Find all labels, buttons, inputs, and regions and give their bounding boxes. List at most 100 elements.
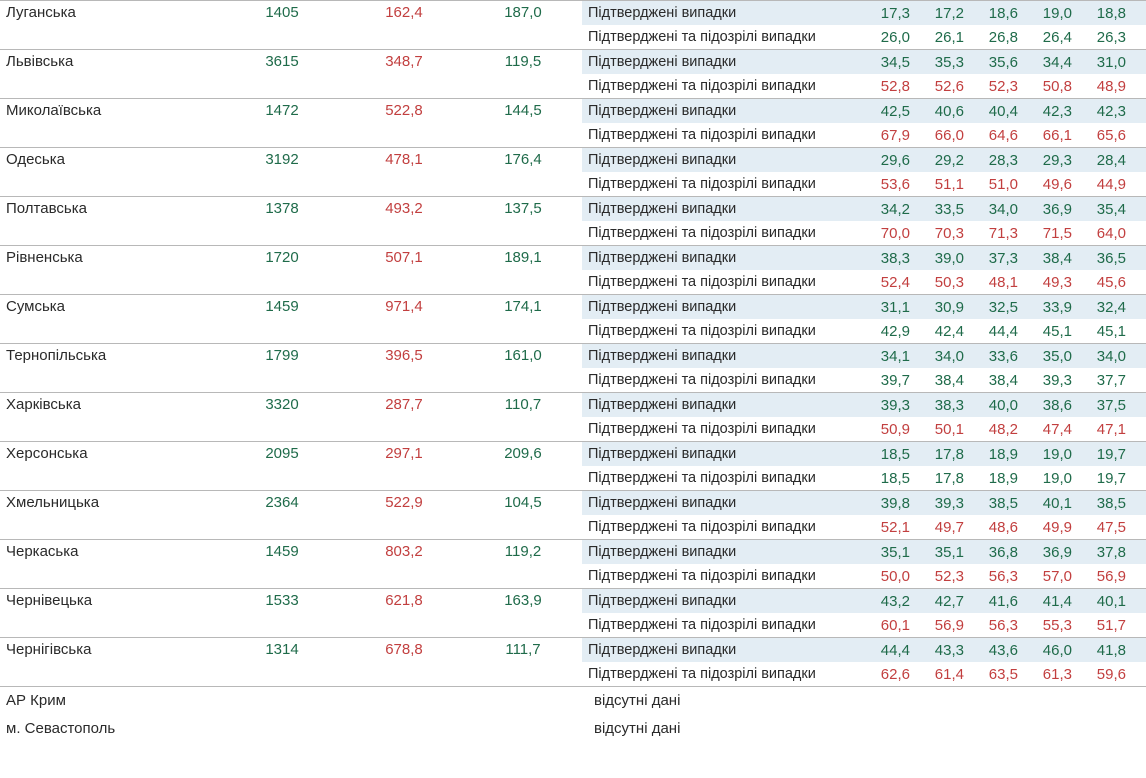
year-value: 17,8 xyxy=(916,446,970,463)
region-left: Тернопільська1799396,5161,0 xyxy=(0,344,582,392)
subrow-label: Підтверджені та підозрілі випадки xyxy=(582,568,862,584)
year-value: 34,5 xyxy=(862,54,916,71)
region-right: Підтверджені випадки42,540,640,442,342,3… xyxy=(582,99,1146,147)
year-value: 50,0 xyxy=(862,568,916,585)
subrow-label: Підтверджені та підозрілі випадки xyxy=(582,372,862,388)
year-value: 36,9 xyxy=(1024,201,1078,218)
subrow-confirmed: Підтверджені випадки44,443,343,646,041,8 xyxy=(582,638,1146,662)
year-value: 33,5 xyxy=(916,201,970,218)
subrow-confirmed: Підтверджені випадки34,233,534,036,935,4 xyxy=(582,197,1146,221)
year-value: 34,4 xyxy=(1024,54,1078,71)
region-row: Харківська3320287,7110,7Підтверджені вип… xyxy=(0,392,1146,441)
region-row: Полтавська1378493,2137,5Підтверджені вип… xyxy=(0,196,1146,245)
year-value: 52,3 xyxy=(970,78,1024,95)
year-value: 47,4 xyxy=(1024,421,1078,438)
year-value: 49,6 xyxy=(1024,176,1078,193)
year-value: 45,6 xyxy=(1078,274,1132,291)
subrow-confirmed-suspected: Підтверджені та підозрілі випадки26,026,… xyxy=(582,25,1146,49)
year-value: 71,5 xyxy=(1024,225,1078,242)
year-value: 17,2 xyxy=(916,5,970,22)
year-value: 29,2 xyxy=(916,152,970,169)
subrow-label: Підтверджені та підозрілі випадки xyxy=(582,421,862,437)
region-col2: 1314 xyxy=(222,641,342,686)
year-value: 48,9 xyxy=(1078,78,1132,95)
year-value: 18,5 xyxy=(862,470,916,487)
subrow-label: Підтверджені випадки xyxy=(582,103,862,119)
year-value: 41,4 xyxy=(1024,593,1078,610)
region-name: Тернопільська xyxy=(6,347,222,392)
year-value: 19,0 xyxy=(1024,446,1078,463)
year-value: 32,4 xyxy=(1078,299,1132,316)
year-value: 39,7 xyxy=(862,372,916,389)
subrow-label: Підтверджені та підозрілі випадки xyxy=(582,274,862,290)
subrow-confirmed: Підтверджені випадки31,130,932,533,932,4 xyxy=(582,295,1146,319)
region-col4: 119,5 xyxy=(466,53,580,98)
region-left: Луганська1405162,4187,0 xyxy=(0,1,582,49)
region-left: Хмельницька2364522,9104,5 xyxy=(0,491,582,539)
region-col4: 119,2 xyxy=(466,543,580,588)
year-value: 32,5 xyxy=(970,299,1024,316)
year-value: 40,0 xyxy=(970,397,1024,414)
year-value: 19,7 xyxy=(1078,446,1132,463)
region-name: Львівська xyxy=(6,53,222,98)
subrow-label: Підтверджені випадки xyxy=(582,593,862,609)
year-value: 38,5 xyxy=(970,495,1024,512)
subrow-confirmed-suspected: Підтверджені та підозрілі випадки53,651,… xyxy=(582,172,1146,196)
subrow-confirmed-suspected: Підтверджені та підозрілі випадки50,950,… xyxy=(582,417,1146,441)
subrow-confirmed-suspected: Підтверджені та підозрілі випадки39,738,… xyxy=(582,368,1146,392)
year-value: 26,4 xyxy=(1024,29,1078,46)
subrow-confirmed: Підтверджені випадки17,317,218,619,018,8 xyxy=(582,1,1146,25)
region-name: Харківська xyxy=(6,396,222,441)
region-row: Рівненська1720507,1189,1Підтверджені вип… xyxy=(0,245,1146,294)
subrow-label: Підтверджені випадки xyxy=(582,642,862,658)
year-value: 51,1 xyxy=(916,176,970,193)
subrow-label: Підтверджені випадки xyxy=(582,250,862,266)
year-value: 55,3 xyxy=(1024,617,1078,634)
year-value: 42,4 xyxy=(916,323,970,340)
year-value: 47,1 xyxy=(1078,421,1132,438)
region-col3: 297,1 xyxy=(342,445,466,490)
year-value: 64,0 xyxy=(1078,225,1132,242)
year-value: 34,2 xyxy=(862,201,916,218)
region-name: Хмельницька xyxy=(6,494,222,539)
year-value: 19,0 xyxy=(1024,5,1078,22)
subrow-confirmed: Підтверджені випадки38,339,037,338,436,5 xyxy=(582,246,1146,270)
region-col4: 111,7 xyxy=(466,641,580,686)
year-value: 52,8 xyxy=(862,78,916,95)
subrow-confirmed-suspected: Підтверджені та підозрілі випадки52,149,… xyxy=(582,515,1146,539)
year-value: 44,4 xyxy=(970,323,1024,340)
year-value: 60,1 xyxy=(862,617,916,634)
region-col3: 803,2 xyxy=(342,543,466,588)
year-value: 39,3 xyxy=(1024,372,1078,389)
year-value: 37,5 xyxy=(1078,397,1132,414)
region-left: Миколаївська1472522,8144,5 xyxy=(0,99,582,147)
region-right: Підтверджені випадки34,535,335,634,431,0… xyxy=(582,50,1146,98)
year-value: 56,3 xyxy=(970,568,1024,585)
year-value: 18,6 xyxy=(970,5,1024,22)
region-col3: 522,9 xyxy=(342,494,466,539)
subrow-label: Підтверджені випадки xyxy=(582,152,862,168)
year-value: 52,6 xyxy=(916,78,970,95)
subrow-label: Підтверджені випадки xyxy=(582,5,862,21)
region-col2: 2364 xyxy=(222,494,342,539)
subrow-confirmed-suspected: Підтверджені та підозрілі випадки67,966,… xyxy=(582,123,1146,147)
subrow-confirmed-suspected: Підтверджені та підозрілі випадки62,661,… xyxy=(582,662,1146,686)
subrow-label: Підтверджені випадки xyxy=(582,348,862,364)
year-value: 35,3 xyxy=(916,54,970,71)
region-row: Одеська3192478,1176,4Підтверджені випадк… xyxy=(0,147,1146,196)
year-value: 18,8 xyxy=(1078,5,1132,22)
region-col2: 2095 xyxy=(222,445,342,490)
region-row: Чернігівська1314678,8111,7Підтверджені в… xyxy=(0,637,1146,686)
region-right: Підтверджені випадки44,443,343,646,041,8… xyxy=(582,638,1146,686)
region-col3: 287,7 xyxy=(342,396,466,441)
year-value: 44,4 xyxy=(862,642,916,659)
footer-row: м. Севастопольвідсутні дані xyxy=(0,714,1146,742)
year-value: 48,1 xyxy=(970,274,1024,291)
region-col4: 110,7 xyxy=(466,396,580,441)
region-col2: 1378 xyxy=(222,200,342,245)
subrow-confirmed-suspected: Підтверджені та підозрілі випадки50,052,… xyxy=(582,564,1146,588)
subrow-label: Підтверджені випадки xyxy=(582,495,862,511)
year-value: 42,3 xyxy=(1024,103,1078,120)
year-value: 35,0 xyxy=(1024,348,1078,365)
year-value: 61,3 xyxy=(1024,666,1078,683)
